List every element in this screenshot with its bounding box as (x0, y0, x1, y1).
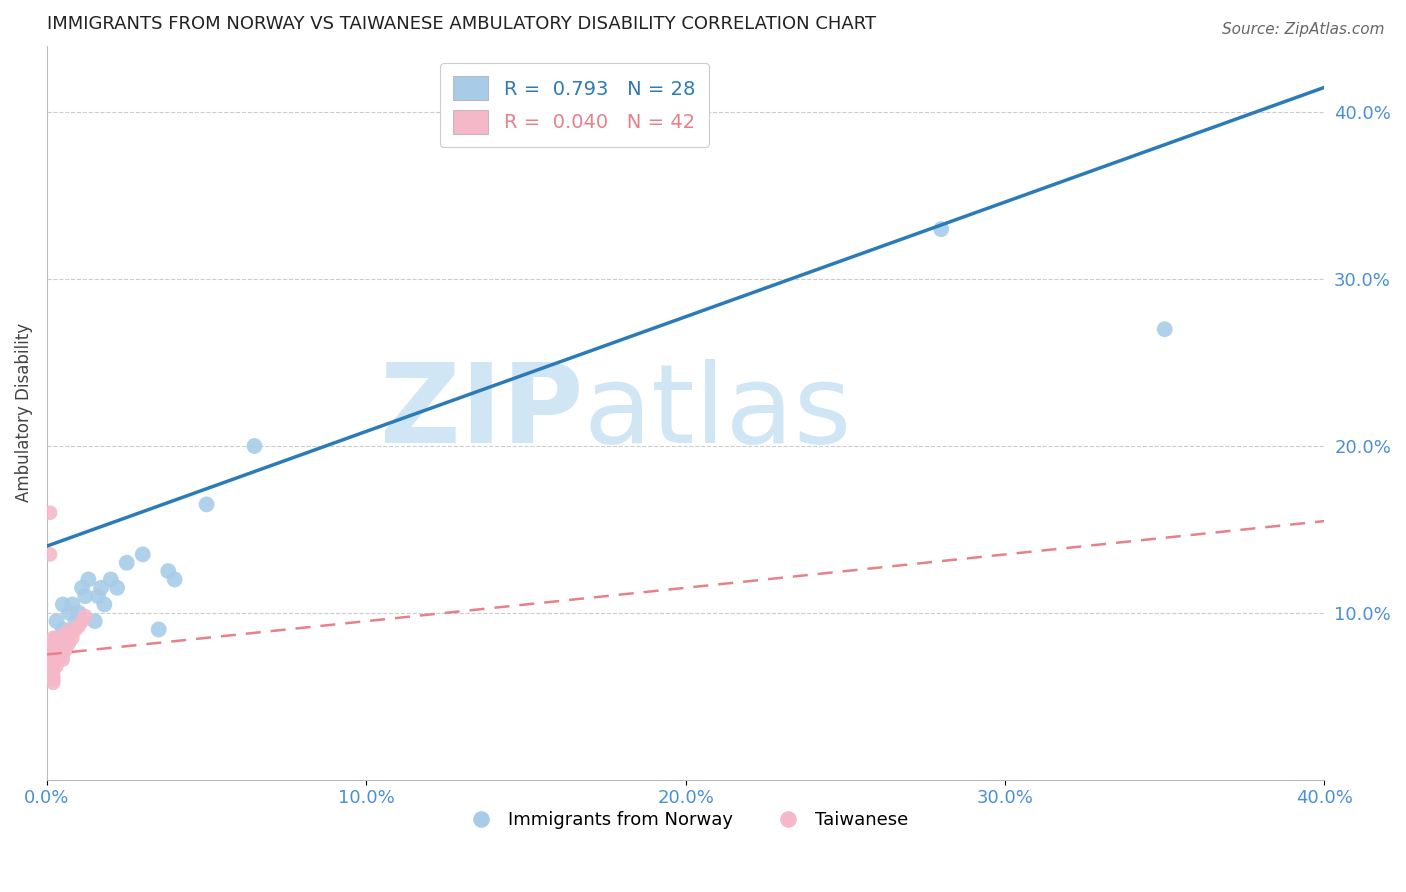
Point (42, 669, 65, 683)
Point (52, 640, 75, 655)
Point (45, 652, 67, 666)
Point (115, 556, 138, 570)
Point (62, 631, 84, 645)
Text: IMMIGRANTS FROM NORWAY VS TAIWANESE AMBULATORY DISABILITY CORRELATION CHART: IMMIGRANTS FROM NORWAY VS TAIWANESE AMBU… (46, 15, 876, 33)
Point (105, 581, 128, 595)
Point (55, 625, 77, 640)
Point (48, 639, 70, 653)
Point (52, 636, 75, 650)
Point (58, 625, 80, 640)
Point (48, 640, 70, 655)
Point (131, 548, 153, 562)
Point (195, 497, 218, 511)
Point (100, 573, 122, 587)
Point (52, 623, 75, 637)
Point (42, 656, 65, 670)
Point (148, 623, 170, 637)
Point (39, 664, 62, 678)
Point (83, 614, 105, 628)
Point (77, 573, 100, 587)
Point (52, 631, 75, 645)
Point (87, 589, 110, 603)
Point (52, 648, 75, 662)
Point (39, 648, 62, 662)
Point (52, 652, 75, 666)
Point (39, 639, 62, 653)
Point (42, 659, 65, 673)
Legend: Immigrants from Norway, Taiwanese: Immigrants from Norway, Taiwanese (456, 805, 915, 837)
Point (55, 636, 77, 650)
Point (75, 589, 97, 603)
Point (39, 656, 62, 670)
Point (70, 614, 93, 628)
Point (48, 652, 70, 666)
Point (55, 642, 77, 657)
Point (243, 439, 266, 453)
Point (75, 609, 97, 624)
Point (1153, 322, 1175, 336)
Point (39, 548, 62, 562)
Point (42, 676, 65, 690)
Point (93, 598, 115, 612)
Point (48, 636, 70, 650)
Text: ZIP: ZIP (380, 359, 583, 467)
Point (42, 639, 65, 653)
Point (67, 619, 90, 633)
Point (48, 648, 70, 662)
Point (42, 648, 65, 662)
Point (55, 631, 77, 645)
Point (157, 564, 180, 578)
Point (62, 623, 84, 637)
Point (52, 598, 75, 612)
Text: Source: ZipAtlas.com: Source: ZipAtlas.com (1222, 22, 1385, 37)
Point (39, 506, 62, 520)
Point (90, 581, 112, 595)
Point (45, 614, 67, 628)
Point (65, 614, 87, 628)
Point (65, 623, 87, 637)
Point (45, 642, 67, 657)
Point (45, 659, 67, 673)
Y-axis label: Ambulatory Disability: Ambulatory Disability (15, 323, 32, 502)
Point (62, 598, 84, 612)
Point (929, 222, 952, 236)
Point (42, 673, 65, 687)
Point (45, 639, 67, 653)
Point (42, 648, 65, 662)
Text: atlas: atlas (583, 359, 852, 467)
Point (163, 573, 186, 587)
Point (45, 648, 67, 662)
Point (45, 631, 67, 645)
Point (42, 664, 65, 678)
Point (67, 606, 90, 620)
Point (58, 606, 80, 620)
Point (58, 636, 80, 650)
Point (42, 631, 65, 645)
Point (42, 642, 65, 657)
Point (70, 581, 93, 595)
